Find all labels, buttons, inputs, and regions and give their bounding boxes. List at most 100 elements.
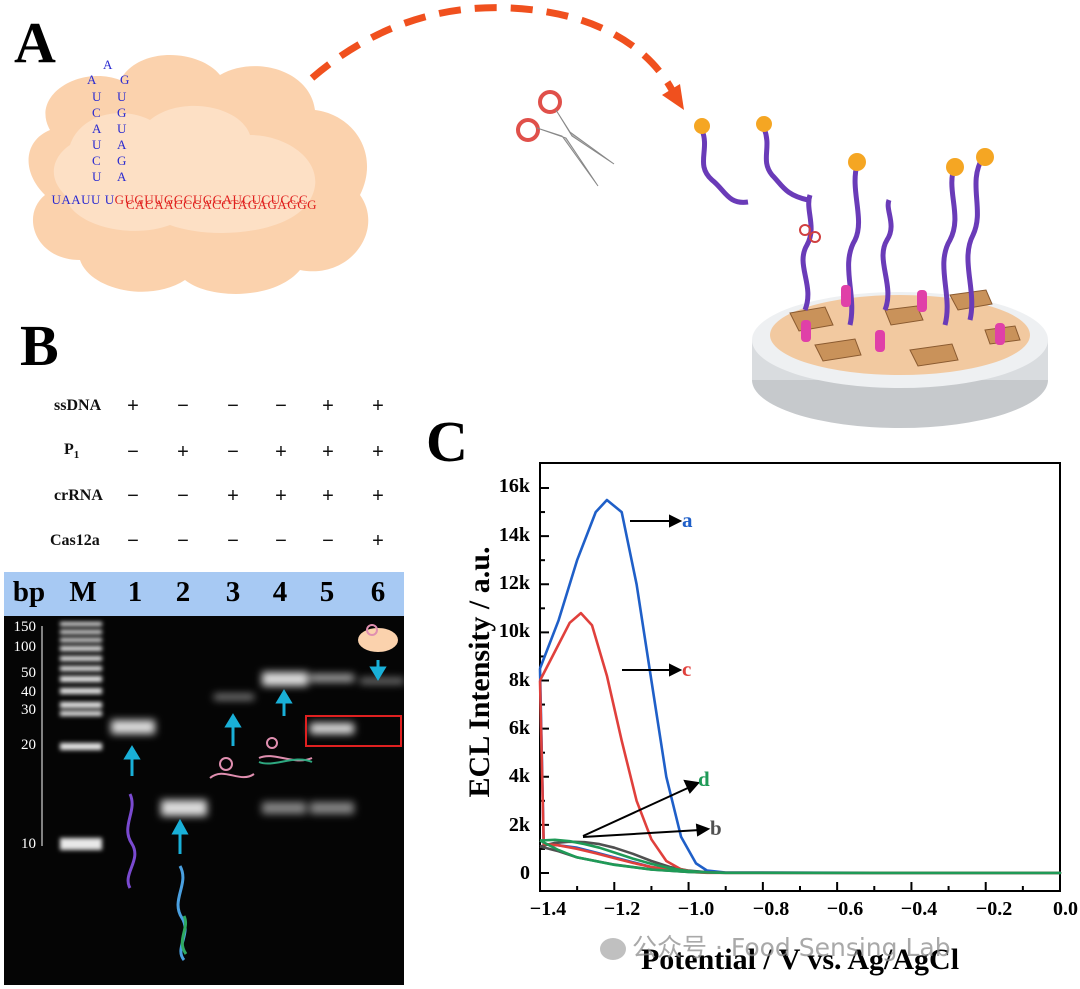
sign-ssdna-lane1: +: [127, 395, 139, 417]
y-tick-label: 6k: [508, 717, 530, 739]
sign-p1-lane5: +: [322, 441, 334, 463]
series-line-a: [538, 498, 1062, 875]
watermark: 公众号 · Food Sensing Lab: [600, 928, 951, 964]
gel-header-lane4: 4: [272, 576, 288, 608]
sign-p1-lane3: −: [227, 441, 239, 463]
stem-left-5: C: [92, 153, 102, 168]
sign-cas12a-lane6: +: [372, 530, 384, 552]
sign-cas12a-lane3: −: [227, 530, 239, 552]
loop-right-base: G: [120, 72, 130, 87]
row-label-cas12a: Cas12a: [50, 532, 100, 549]
ladder-label-100: 100: [13, 639, 37, 655]
crrna-sequence-line: UAAUU UGUGUUGGCUGGAUCUCUCCC: [44, 180, 308, 206]
y-tick-label: 2k: [508, 814, 530, 836]
sign-ssdna-lane5: +: [322, 395, 334, 417]
series-line-d: [539, 838, 1062, 875]
x-tick-label: −0.6: [826, 898, 864, 920]
sign-cas12a-lane4: −: [275, 530, 287, 552]
sign-cas12a-lane5: −: [322, 530, 334, 552]
ladder-label-10: 10: [21, 836, 36, 852]
curve-label-arrows: [582, 514, 711, 838]
sign-crrna-lane5: +: [322, 485, 334, 507]
x-tick-label: −1.2: [603, 898, 641, 920]
loop-top-base: A: [103, 57, 113, 72]
stem-right-6: A: [117, 169, 127, 184]
curve-label-c: c: [682, 657, 692, 681]
sign-cas12a-lane2: −: [177, 530, 189, 552]
ladder-label-40: 40: [21, 684, 36, 700]
sign-p1-lane6: +: [372, 441, 384, 463]
sign-crrna-lane3: +: [227, 485, 239, 507]
stem-right-4: A: [117, 137, 127, 152]
stem-left-3: A: [92, 121, 102, 136]
panel-label-a: A: [14, 10, 56, 75]
x-tick-label: −1.0: [677, 898, 715, 920]
gel-header-lane3: 3: [225, 576, 241, 608]
curve-label-b: b: [710, 816, 722, 840]
gel-header-marker: M: [69, 576, 97, 608]
ladder-label-150: 150: [13, 619, 37, 635]
loop-left-base: A: [87, 72, 97, 87]
cleaved-ssdna-probes: [694, 116, 809, 205]
y-tick-label: 14k: [498, 524, 530, 546]
wechat-icon: [600, 938, 626, 960]
dashed-arc-arrow: [309, 4, 684, 110]
sign-ssdna-lane4: −: [275, 395, 287, 417]
y-tick-label: 4k: [508, 765, 530, 787]
target-dna-sequence: CACAACCGACCTAGAGAGGG: [126, 197, 317, 212]
scissors-icon: [516, 90, 615, 187]
sign-crrna-lane6: +: [372, 485, 384, 507]
stem-left-2: C: [92, 105, 102, 120]
cas12a-protein-blob: [28, 55, 369, 294]
gel-image: [4, 616, 404, 985]
gel-header-lane6: 6: [370, 576, 386, 608]
row-label-ssdna: ssDNA: [54, 397, 102, 414]
x-tick-label: −0.8: [752, 898, 790, 920]
ladder-label-50: 50: [21, 665, 36, 681]
panel-label-b: B: [20, 313, 59, 378]
y-axis-title: ECL Intensity / a.u.: [463, 546, 496, 798]
electrode-illustration: [752, 148, 1048, 428]
stem-left-4: U: [92, 137, 102, 152]
row-label-p: P: [64, 441, 74, 458]
crrna-handle: UAAUU U: [51, 192, 115, 207]
sign-ssdna-lane6: +: [372, 395, 384, 417]
sign-p1-lane2: +: [177, 441, 189, 463]
row-label-p1: P1: [64, 441, 79, 461]
gel-header-bp: bp: [12, 576, 46, 608]
sign-crrna-lane4: +: [275, 485, 287, 507]
x-tick-label: −0.2: [975, 898, 1013, 920]
curve-label-d: d: [698, 767, 710, 791]
x-tick-label: 0.0: [1053, 898, 1078, 920]
watermark-text: 公众号 · Food Sensing Lab: [632, 933, 951, 962]
crrna-spacer: GUGUUGGCUGGAUCUCUCCC: [114, 192, 309, 207]
sign-ssdna-lane2: −: [177, 395, 189, 417]
y-tick-label: 8k: [508, 669, 530, 691]
sign-p1-lane4: +: [275, 441, 287, 463]
stem-left-6: U: [92, 169, 102, 184]
curve-label-a: a: [682, 508, 693, 532]
gel-header-lane2: 2: [175, 576, 191, 608]
x-tick-label: −1.4: [529, 898, 567, 920]
y-tick-label: 10k: [498, 620, 530, 642]
plot-frame: [539, 462, 1061, 892]
gel-header-bar: [4, 572, 404, 616]
sign-cas12a-lane1: −: [127, 530, 139, 552]
panel-label-c: C: [426, 409, 468, 474]
sign-p1-lane1: −: [127, 441, 139, 463]
y-tick-label: 12k: [498, 572, 530, 594]
y-tick-label: 0: [520, 862, 530, 884]
row-label-p-subscript: 1: [73, 449, 80, 462]
sign-crrna-lane2: −: [177, 485, 189, 507]
stem-right-3: U: [117, 121, 127, 136]
ladder-label-20: 20: [21, 737, 36, 753]
stem-right-5: G: [117, 153, 127, 168]
gel-header-lane5: 5: [319, 576, 335, 608]
x-tick-label: −0.4: [900, 898, 938, 920]
gel-header-lane1: 1: [127, 576, 143, 608]
ladder-label-30: 30: [21, 702, 36, 718]
sign-crrna-lane1: −: [127, 485, 139, 507]
stem-right-2: G: [117, 105, 127, 120]
stem-left-1: U: [92, 89, 102, 104]
